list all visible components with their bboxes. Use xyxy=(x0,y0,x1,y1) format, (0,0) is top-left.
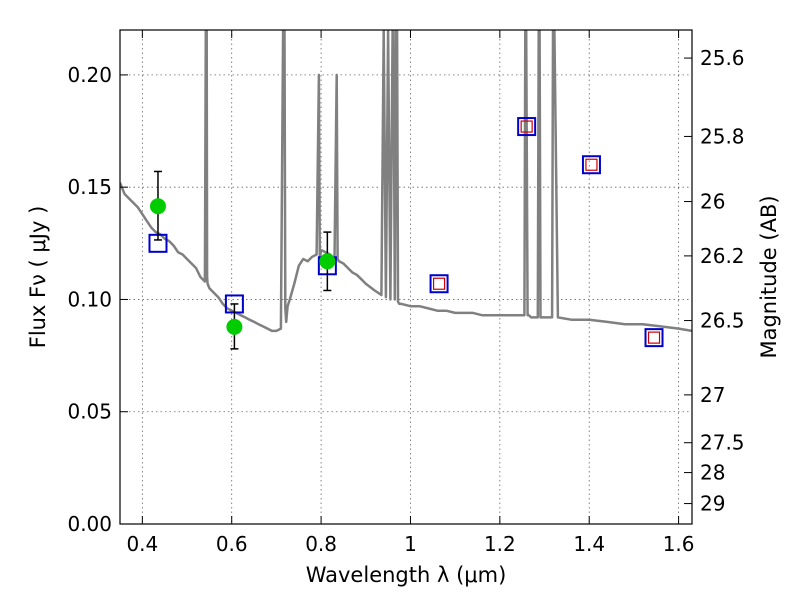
upper-limit-marker xyxy=(432,277,446,290)
model-flux-marker xyxy=(517,117,537,137)
sed-model-line xyxy=(120,30,692,333)
observed-flux-point xyxy=(319,253,336,270)
y2-tick-label: 26.2 xyxy=(700,244,745,268)
model-flux-marker xyxy=(644,328,664,348)
y2-tick-label: 27.5 xyxy=(700,431,745,455)
y2-axis-label: Magnitude (AB) xyxy=(757,195,781,358)
y2-tick-label: 26 xyxy=(700,190,725,214)
model-flux-marker xyxy=(581,155,601,175)
y2-tick-label: 26.5 xyxy=(700,309,745,333)
y2-tick-label: 27 xyxy=(700,383,725,407)
x-tick-label: 0.4 xyxy=(126,532,158,556)
y2-tick-label: 28 xyxy=(700,461,725,485)
x-tick-label: 1.4 xyxy=(573,532,605,556)
y2-tick-label: 29 xyxy=(700,492,725,516)
x-tick-label: 0.6 xyxy=(216,532,248,556)
model-flux-marker xyxy=(429,274,449,294)
upper-limit-marker xyxy=(520,120,533,133)
x-tick-label: 1.2 xyxy=(484,532,516,556)
observed-flux-point xyxy=(149,198,166,215)
x-tick-label: 0.8 xyxy=(305,532,337,556)
y-tick-label: 0.15 xyxy=(67,175,112,199)
plot-background xyxy=(120,30,692,524)
x-axis-label: Wavelength λ (μm) xyxy=(306,563,507,587)
y-tick-label: 0.20 xyxy=(67,63,112,87)
y-tick-label: 0.00 xyxy=(67,512,112,536)
data-layer xyxy=(120,30,692,333)
plot-frame xyxy=(119,29,693,525)
observed-flux-point xyxy=(226,318,243,335)
marker-layer xyxy=(148,117,664,350)
upper-limit-marker xyxy=(585,158,598,171)
y-axis-label: Flux Fν ( μJy ) xyxy=(26,206,50,349)
y2-tick-label: 25.8 xyxy=(700,124,745,148)
tick-marks xyxy=(120,30,692,525)
y-tick-label: 0.10 xyxy=(67,287,112,311)
tick-labels: 0.4 0.6 0.8 1 1.2 1.4 1.6 0.00 0.05 0.10 0.15 0.20 2… xyxy=(67,46,744,556)
x-tick-label: 1 xyxy=(404,532,417,556)
x-tick-label: 1.6 xyxy=(663,532,695,556)
upper-limit-marker xyxy=(647,331,661,344)
y-tick-label: 0.05 xyxy=(67,400,112,424)
y2-tick-label: 25.6 xyxy=(700,46,745,70)
